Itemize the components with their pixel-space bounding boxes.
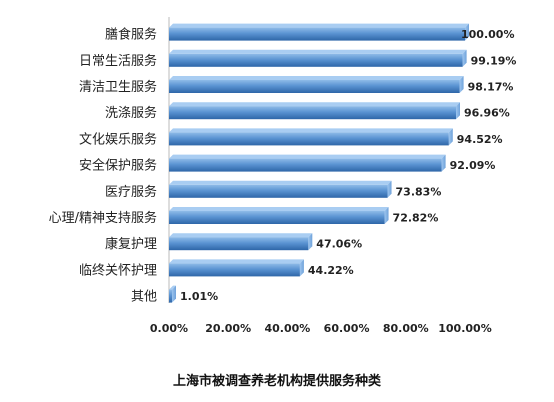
bar-front-face bbox=[169, 289, 172, 303]
bar-top-face bbox=[169, 76, 464, 80]
bar-top-face bbox=[169, 128, 453, 133]
x-tick-label: 0.00% bbox=[150, 322, 188, 335]
category-label: 文化娱乐服务 bbox=[79, 131, 157, 147]
bar bbox=[169, 259, 304, 277]
bar-side-face bbox=[462, 49, 467, 67]
category-label: 洗涤服务 bbox=[105, 105, 157, 121]
bar-top-face bbox=[169, 233, 313, 238]
value-label: 94.52% bbox=[457, 133, 503, 146]
bar bbox=[169, 76, 464, 93]
category-label: 心理/精神支持服务 bbox=[49, 210, 157, 226]
bar-side-face bbox=[299, 259, 304, 277]
value-label: 100.00% bbox=[461, 28, 514, 41]
bar bbox=[169, 154, 446, 172]
bar-side-face bbox=[465, 23, 469, 41]
chart-title: 上海市被调查养老机构提供服务种类 bbox=[172, 374, 381, 389]
value-label: 98.17% bbox=[468, 81, 514, 94]
bar-top-face bbox=[169, 102, 461, 107]
bar-top-face bbox=[169, 285, 176, 290]
bar-side-face bbox=[448, 128, 453, 146]
bar-top-face bbox=[169, 23, 469, 28]
bar-front-face bbox=[169, 184, 388, 198]
bar-top-face bbox=[169, 154, 446, 159]
category-label: 临终关怀护理 bbox=[79, 262, 157, 278]
bar bbox=[169, 23, 469, 41]
bar bbox=[169, 102, 461, 120]
bar-side-face bbox=[308, 233, 313, 251]
x-tick-label: 20.00% bbox=[205, 322, 251, 335]
value-label: 44.22% bbox=[308, 264, 354, 277]
category-label: 安全保护服务 bbox=[79, 158, 157, 174]
value-label: 1.01% bbox=[180, 290, 218, 303]
category-label: 医疗服务 bbox=[105, 184, 157, 200]
bar bbox=[169, 128, 453, 146]
value-label: 96.96% bbox=[464, 107, 510, 120]
bar-front-face bbox=[169, 80, 460, 93]
bar-side-face bbox=[171, 285, 176, 303]
x-tick-label: 100.00% bbox=[438, 322, 491, 335]
category-label: 其他 bbox=[131, 290, 157, 305]
bar-top-face bbox=[169, 259, 304, 264]
bar-side-face bbox=[456, 102, 461, 120]
category-label: 膳食服务 bbox=[105, 27, 157, 43]
bar-side-face bbox=[387, 180, 392, 198]
bar bbox=[169, 207, 389, 224]
bar-top-face bbox=[169, 207, 389, 211]
bar-front-face bbox=[169, 211, 385, 224]
bar-front-face bbox=[169, 263, 300, 277]
value-label: 72.82% bbox=[393, 212, 439, 225]
category-label: 康复护理 bbox=[105, 236, 157, 252]
bar-front-face bbox=[169, 158, 442, 172]
value-label: 92.09% bbox=[450, 159, 496, 172]
bar bbox=[169, 180, 392, 198]
bar-front-face bbox=[169, 237, 309, 251]
bar-front-face bbox=[169, 27, 465, 41]
category-label: 清洁卫生服务 bbox=[79, 79, 157, 95]
value-label: 47.06% bbox=[316, 238, 362, 251]
bar-front-face bbox=[169, 106, 457, 120]
bar bbox=[169, 49, 467, 67]
x-tick-label: 80.00% bbox=[383, 322, 429, 335]
bar bbox=[169, 285, 176, 303]
bar-side-face bbox=[384, 207, 389, 224]
bar-top-face bbox=[169, 49, 467, 54]
bar-front-face bbox=[169, 53, 463, 67]
bar-side-face bbox=[459, 76, 464, 93]
bar bbox=[169, 233, 313, 251]
value-label: 99.19% bbox=[471, 54, 517, 67]
value-label: 73.83% bbox=[396, 185, 442, 198]
bar-top-face bbox=[169, 180, 392, 185]
bar-front-face bbox=[169, 132, 449, 146]
x-tick-label: 40.00% bbox=[264, 322, 310, 335]
bar-side-face bbox=[441, 154, 446, 172]
x-tick-label: 60.00% bbox=[324, 322, 370, 335]
category-label: 日常生活服务 bbox=[79, 53, 157, 69]
